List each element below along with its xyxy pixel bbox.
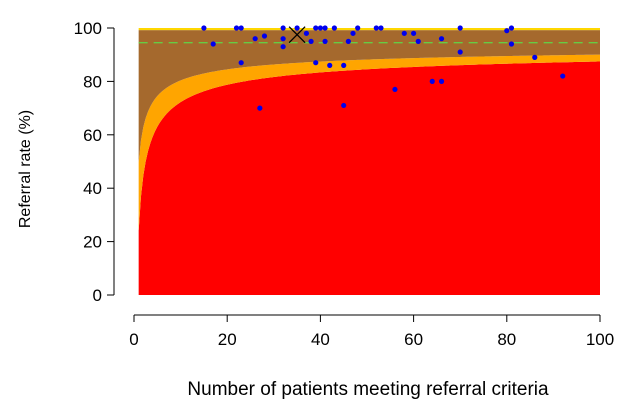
y-axis-title: Referral rate (%) [17, 110, 34, 228]
axes: 0 20 40 60 80 100 0 20 40 60 80 100 [74, 19, 615, 349]
y-tick-label: 60 [83, 126, 102, 145]
x-tick-label: 40 [311, 330, 330, 349]
data-point [560, 73, 566, 79]
band-red [138, 61, 600, 296]
x-tick-label: 0 [129, 330, 138, 349]
data-point [322, 25, 328, 31]
data-point [308, 38, 314, 44]
data-point [261, 33, 268, 39]
data-point [415, 38, 421, 44]
data-point [313, 60, 319, 66]
y-tick-label: 80 [83, 72, 102, 91]
data-point [411, 30, 417, 36]
data-point [457, 49, 463, 55]
data-point [317, 25, 323, 31]
data-point [508, 41, 515, 47]
band-brown [138, 30, 600, 162]
data-point [331, 25, 337, 31]
data-point [280, 44, 286, 50]
data-point [341, 102, 347, 109]
data-point [438, 36, 445, 42]
data-point [238, 60, 244, 66]
x-tick-label: 20 [218, 330, 237, 349]
data-point [438, 78, 445, 84]
y-tick-label: 0 [93, 286, 102, 305]
data-point [327, 62, 333, 68]
data-point [252, 36, 258, 42]
y-tick-label: 20 [83, 233, 102, 252]
data-point [345, 38, 351, 44]
x-tick-label: 60 [404, 330, 423, 349]
band-yellow [138, 28, 600, 31]
data-point [322, 38, 328, 44]
data-point [508, 25, 515, 31]
data-point [303, 30, 310, 36]
control-limit-bands [138, 28, 600, 296]
data-point [355, 25, 361, 31]
data-point [313, 25, 319, 31]
data-point [504, 28, 510, 34]
y-tick-label: 40 [83, 179, 102, 198]
data-point [257, 105, 263, 111]
marker-stroke [288, 26, 306, 44]
data-point [341, 62, 347, 68]
y-tick-label: 100 [74, 19, 102, 38]
data-point [238, 25, 244, 31]
data-point [350, 30, 356, 36]
x-axis-title: Number of patients meeting referral crit… [187, 379, 549, 400]
data-point [280, 25, 286, 31]
data-point [233, 25, 240, 31]
data-point [401, 30, 407, 36]
data-point [210, 41, 216, 47]
data-point [373, 25, 379, 31]
x-tick-label: 80 [497, 330, 516, 349]
data-points [201, 25, 566, 111]
data-point [280, 36, 286, 42]
data-point [532, 54, 538, 60]
data-point [378, 25, 384, 31]
data-point [429, 78, 435, 84]
data-point [294, 25, 300, 31]
data-point [201, 25, 207, 31]
data-point [392, 86, 398, 93]
x-tick-label: 100 [586, 330, 614, 349]
data-point [457, 25, 463, 31]
highlight-marker [288, 26, 306, 44]
